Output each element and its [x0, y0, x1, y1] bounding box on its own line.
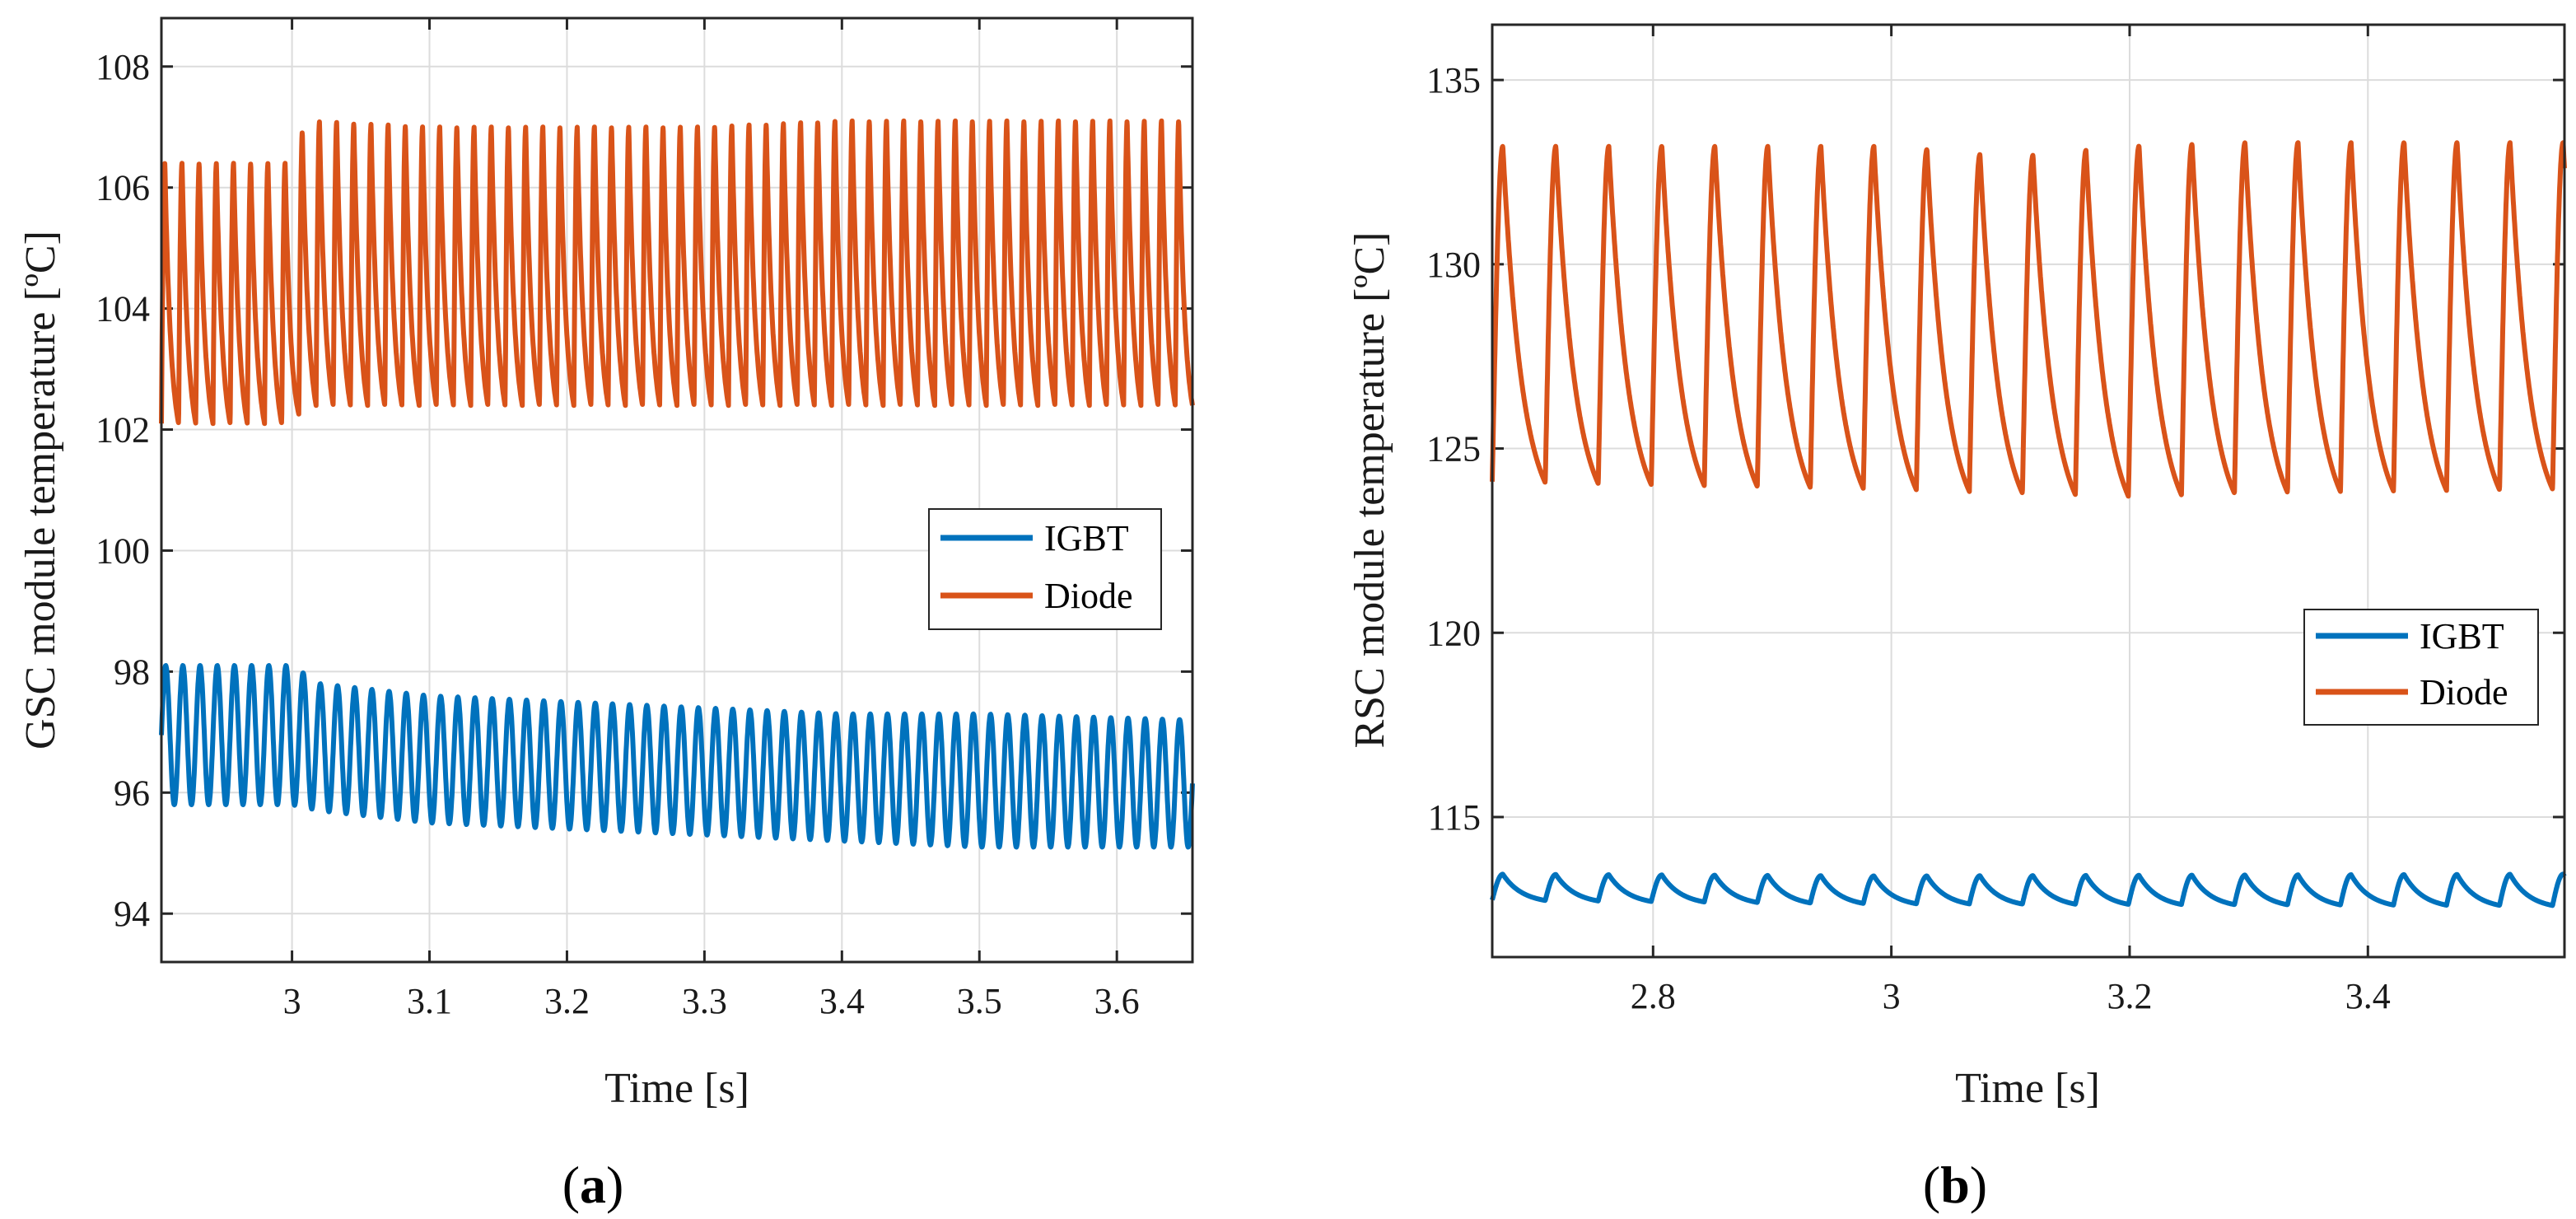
axes-box-a	[160, 16, 1194, 964]
y-tick-label-a: 106	[96, 168, 150, 208]
y-tick-label-a: 104	[96, 289, 150, 329]
y-tick-label-b: 135	[1426, 60, 1481, 100]
panel-label-a: (a)	[562, 1156, 624, 1214]
y-axis-label-a: GSC module temperature [ºC]	[17, 231, 64, 750]
series-a	[159, 118, 1195, 850]
y-tick-label-a: 98	[114, 652, 150, 692]
y-tick-label-b: 115	[1428, 797, 1481, 838]
x-tick-label-a: 3.1	[407, 981, 452, 1021]
chart-gsc-temperature: 3 3.1 3.2 3.3 3.4 3.5 3.6 94 96 98 100 102 104 106 108…	[17, 16, 1195, 1214]
series-line-diode-a	[159, 118, 1195, 427]
axes-box-b	[1491, 23, 2566, 959]
legend-b: IGBT Diode	[2303, 609, 2539, 726]
y-tick-label-a: 102	[96, 410, 150, 451]
y-tick-label-b: 130	[1426, 245, 1481, 285]
x-tick-label-b: 3.4	[2345, 976, 2391, 1016]
x-tick-label-a: 3.6	[1094, 981, 1140, 1021]
legend-label-diode-b: Diode	[2420, 672, 2508, 712]
x-tick-label-a: 3.3	[682, 981, 727, 1021]
legend-box-a	[928, 508, 1162, 630]
y-tick-label-a: 94	[114, 894, 150, 934]
y-tick-label-a: 108	[96, 47, 150, 87]
ticks-a	[161, 18, 1192, 962]
x-axis-label-b: Time [s]	[1955, 1065, 2100, 1112]
legend-label-igbt-b: IGBT	[2420, 616, 2504, 656]
legend-label-igbt-a: IGBT	[1044, 518, 1129, 558]
chart-rsc-temperature: 2.8 3 3.2 3.4 115 120 125 130 135 Time [s] RSC m…	[1346, 23, 2567, 1214]
y-axis-label-b: RSC module temperature [ºC]	[1346, 232, 1393, 749]
series-line-diode-b	[1490, 140, 2567, 499]
legend-a: IGBT Diode	[928, 508, 1162, 630]
series-line-igbt-a	[159, 663, 1195, 850]
x-tick-label-b: 2.8	[1631, 976, 1676, 1016]
y-tick-label-b: 125	[1426, 429, 1481, 469]
x-tick-label-b: 3	[1883, 976, 1901, 1016]
x-tick-label-a: 3.4	[819, 981, 865, 1021]
x-tick-label-a: 3	[283, 981, 301, 1021]
legend-label-diode-a: Diode	[1044, 576, 1133, 616]
x-axis-label-a: Time [s]	[604, 1065, 749, 1112]
y-tick-label-a: 96	[114, 773, 150, 813]
legend-box-b	[2303, 609, 2539, 726]
y-tick-label-a: 100	[96, 530, 150, 571]
series-line-igbt-b	[1490, 871, 2567, 908]
panel-label-b: (b)	[1923, 1156, 1987, 1214]
x-tick-label-b: 3.2	[2107, 976, 2152, 1016]
y-tick-label-b: 120	[1426, 613, 1481, 653]
tick-labels-b: 2.8 3 3.2 3.4 115 120 125 130 135	[1426, 60, 2391, 1016]
x-tick-label-a: 3.5	[957, 981, 1002, 1021]
series-b	[1490, 140, 2567, 908]
tick-labels-a: 3 3.1 3.2 3.3 3.4 3.5 3.6 94 96 98 100 102 104 106 108	[96, 47, 1140, 1021]
x-tick-label-a: 3.2	[544, 981, 590, 1021]
